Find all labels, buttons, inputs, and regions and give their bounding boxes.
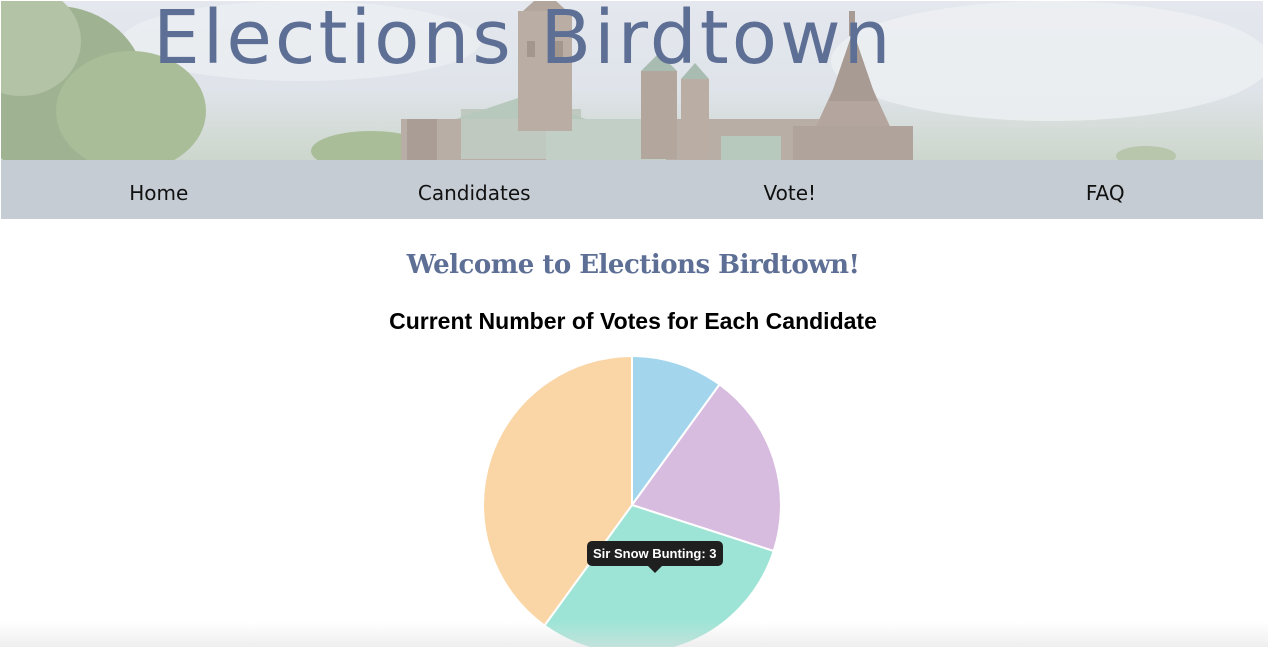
main-nav: Home Candidates Vote! FAQ	[1, 160, 1263, 219]
parliament-banner-image	[1, 1, 1263, 160]
pie-slice-4[interactable]	[482, 354, 633, 627]
pie-slice-2[interactable]	[630, 383, 782, 553]
chart-tooltip: Sir Snow Bunting: 3	[587, 541, 723, 566]
tooltip-arrow	[648, 566, 662, 573]
nav-candidates-link[interactable]: Candidates	[417, 180, 531, 205]
votes-pie-chart	[482, 354, 782, 647]
chart-title: Current Number of Votes for Each Candida…	[389, 308, 877, 334]
nav-faq-link[interactable]: FAQ	[1085, 180, 1125, 205]
nav-home-link[interactable]: Home	[129, 180, 189, 205]
pie-slice-1[interactable]	[631, 354, 721, 509]
header-banner: Elections Birdtown	[1, 1, 1263, 160]
nav-vote-link[interactable]: Vote!	[763, 180, 817, 205]
site-title: Elections Birdtown	[153, 1, 894, 81]
welcome-heading: Welcome to Elections Birdtown!	[406, 250, 860, 280]
